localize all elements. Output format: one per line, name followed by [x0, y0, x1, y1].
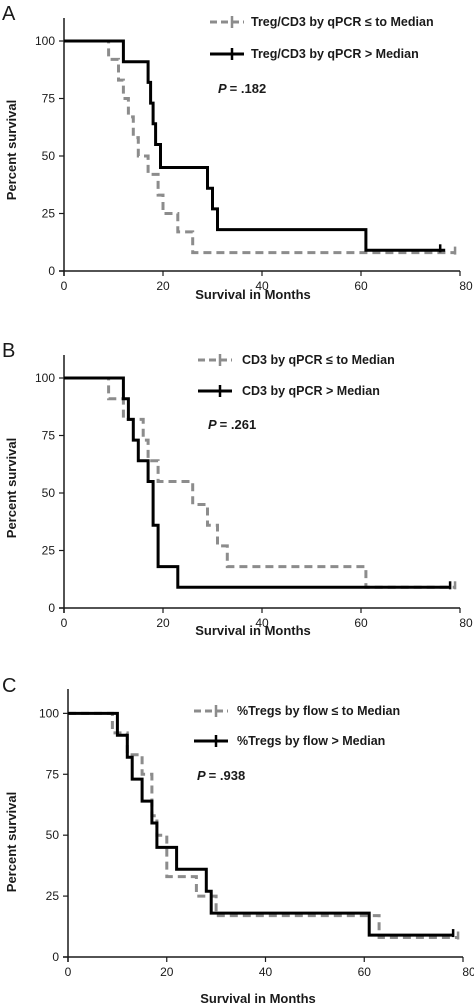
y-axis-label: Percent survival	[4, 792, 19, 892]
legend-item-dashed: Treg/CD3 by qPCR ≤ to Median	[210, 15, 434, 29]
p-value-symbol: P	[218, 81, 227, 96]
y-tick-label: 25	[46, 889, 60, 903]
survival-curve-solid	[64, 39, 446, 252]
legend-item-dashed: CD3 by qPCR ≤ to Median	[198, 353, 395, 367]
y-tick-label: 25	[42, 207, 56, 221]
legend-label-dashed: CD3 by qPCR ≤ to Median	[242, 353, 395, 367]
y-tick-label: 0	[48, 601, 55, 615]
legend-label-dashed: %Tregs by flow ≤ to Median	[237, 704, 400, 718]
y-tick-label: 100	[35, 371, 55, 385]
y-tick-label: 100	[35, 34, 55, 48]
x-tick-label: 80	[459, 279, 473, 293]
p-value-text: = .182	[230, 81, 267, 96]
legend: %Tregs by flow ≤ to Median %Tregs by flo…	[194, 704, 400, 748]
p-value-annotation: P = .182	[218, 81, 266, 96]
x-tick-label: 60	[354, 279, 368, 293]
x-axis-label: Survival in Months	[195, 287, 311, 302]
legend-item-dashed: %Tregs by flow ≤ to Median	[194, 704, 400, 718]
x-tick-label: 40	[255, 279, 269, 293]
survival-curve-solid	[64, 376, 451, 589]
x-tick-label: 60	[358, 965, 372, 979]
legend: Treg/CD3 by qPCR ≤ to Median Treg/CD3 by…	[210, 15, 434, 61]
x-tick-label: 80	[459, 616, 473, 630]
x-tick-label: 0	[61, 616, 68, 630]
p-value-text: = .261	[220, 417, 257, 432]
y-axis-label: Percent survival	[4, 100, 19, 200]
x-axis-label: Survival in Months	[200, 991, 316, 1006]
x-tick-label: 60	[354, 616, 368, 630]
x-tick-label: 20	[160, 965, 174, 979]
x-tick-label: 80	[462, 965, 474, 979]
survival-curve-solid	[68, 711, 454, 937]
y-axis-label: Percent survival	[4, 438, 19, 538]
legend-label-solid: CD3 by qPCR > Median	[242, 384, 380, 398]
panel-letter: B	[2, 340, 15, 362]
y-tick-label: 50	[46, 828, 60, 842]
panel-letter: C	[2, 675, 16, 697]
x-tick-label: 20	[156, 279, 170, 293]
y-tick-label: 75	[46, 767, 60, 781]
x-axis-label: Survival in Months	[195, 623, 311, 638]
legend-label-solid: %Tregs by flow > Median	[237, 734, 385, 748]
panel-c: C Percent survival Survival in Months %T…	[2, 675, 474, 1006]
x-tick-label: 0	[61, 279, 68, 293]
y-tick-label: 75	[42, 429, 56, 443]
panel-b: B Percent survival Survival in Months CD…	[2, 340, 473, 638]
legend: CD3 by qPCR ≤ to Median CD3 by qPCR > Me…	[198, 353, 395, 398]
p-value-annotation: P = .938	[197, 768, 245, 783]
y-tick-label: 75	[42, 92, 56, 106]
panel-a: A Percent survival Survival in Months Tr…	[2, 3, 473, 302]
legend-item-solid: Treg/CD3 by qPCR > Median	[210, 47, 419, 61]
legend-label-dashed: Treg/CD3 by qPCR ≤ to Median	[251, 15, 434, 29]
y-tick-label: 50	[42, 149, 56, 163]
y-tick-label: 0	[52, 950, 59, 964]
y-tick-label: 25	[42, 544, 56, 558]
p-value-text: = .938	[209, 768, 246, 783]
panel-letter: A	[2, 3, 16, 25]
x-tick-label: 20	[156, 616, 170, 630]
y-tick-label: 100	[39, 706, 59, 720]
p-value-annotation: P = .261	[208, 417, 256, 432]
x-tick-label: 40	[259, 965, 273, 979]
legend-label-solid: Treg/CD3 by qPCR > Median	[251, 47, 419, 61]
x-tick-label: 40	[255, 616, 269, 630]
legend-item-solid: CD3 by qPCR > Median	[198, 384, 380, 398]
x-tick-label: 0	[65, 965, 72, 979]
survival-curve-dashed	[64, 376, 456, 589]
survival-curve-dashed	[64, 39, 456, 255]
p-value-symbol: P	[197, 768, 206, 783]
p-value-symbol: P	[208, 417, 217, 432]
y-tick-label: 0	[48, 264, 55, 278]
y-tick-label: 50	[42, 486, 56, 500]
legend-item-solid: %Tregs by flow > Median	[194, 734, 385, 748]
